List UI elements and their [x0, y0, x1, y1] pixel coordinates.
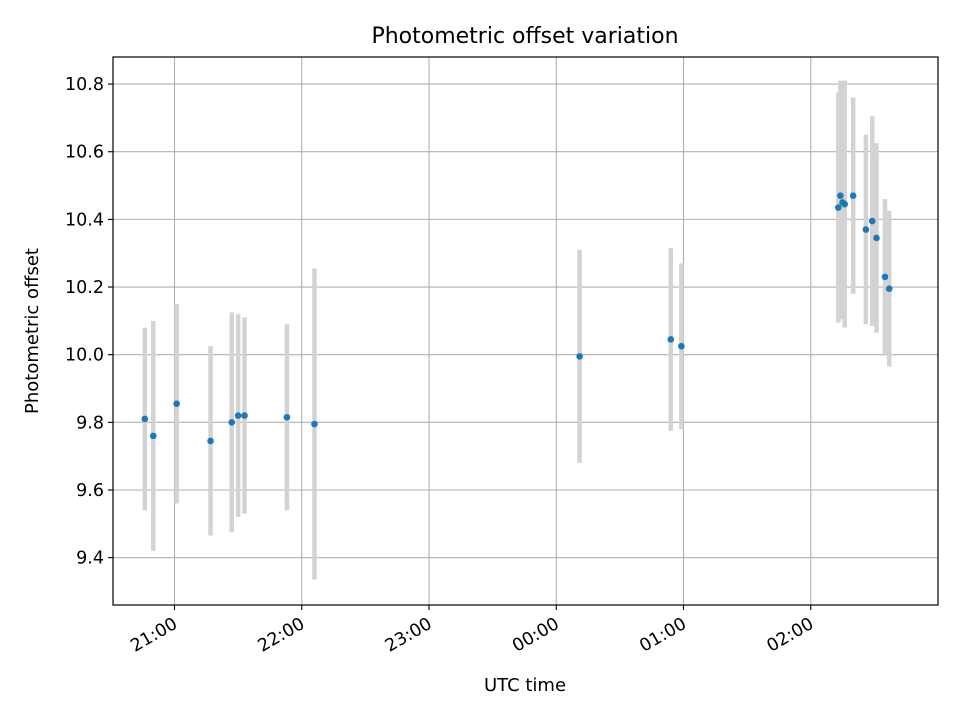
data-points — [141, 192, 893, 445]
y-tick-label: 10.8 — [65, 75, 104, 95]
data-point — [873, 234, 880, 242]
data-point — [885, 285, 893, 293]
y-axis-label: Photometric offset — [22, 248, 43, 414]
y-tick-label: 9.4 — [76, 549, 104, 569]
data-point — [881, 273, 889, 281]
data-point — [241, 412, 248, 419]
data-point — [667, 336, 675, 343]
x-axis-label: UTC time — [484, 675, 566, 696]
chart-title: Photometric offset variation — [371, 24, 678, 49]
y-tick-label: 10.0 — [65, 346, 104, 366]
data-point — [149, 432, 157, 440]
y-tick-label: 9.8 — [76, 413, 104, 433]
data-point — [841, 200, 848, 208]
data-point — [576, 353, 583, 360]
plot-frame — [112, 56, 939, 606]
data-point — [207, 437, 214, 445]
grid — [113, 57, 938, 605]
data-point — [835, 204, 842, 211]
y-tick-label: 9.6 — [76, 481, 104, 501]
y-tick-label: 10.4 — [65, 210, 104, 230]
y-axis-ticks: 9.4 9.6 9.8 10.0 10.2 10.4 10.6 10.8 — [65, 75, 113, 569]
data-point — [228, 419, 236, 426]
data-point — [234, 412, 242, 419]
data-point — [868, 217, 876, 225]
data-point — [678, 342, 685, 350]
data-point — [862, 226, 870, 233]
data-point — [283, 413, 291, 421]
y-tick-label: 10.6 — [65, 143, 104, 163]
data-point — [311, 420, 318, 428]
data-point — [173, 400, 180, 408]
data-point — [849, 192, 857, 199]
y-tick-label: 10.2 — [65, 278, 104, 298]
data-point — [141, 415, 149, 423]
data-point — [837, 192, 844, 199]
